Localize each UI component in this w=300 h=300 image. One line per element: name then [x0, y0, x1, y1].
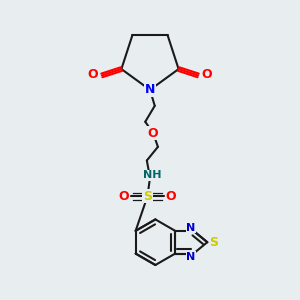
Text: NH: NH [143, 170, 162, 180]
Text: O: O [166, 190, 176, 203]
Text: S: S [209, 236, 218, 249]
Text: O: O [119, 190, 129, 203]
Text: N: N [145, 83, 155, 96]
Text: O: O [148, 127, 158, 140]
Text: N: N [186, 223, 196, 232]
Text: O: O [202, 68, 212, 81]
Text: N: N [186, 252, 196, 262]
Text: S: S [143, 190, 152, 203]
Text: O: O [88, 68, 98, 81]
